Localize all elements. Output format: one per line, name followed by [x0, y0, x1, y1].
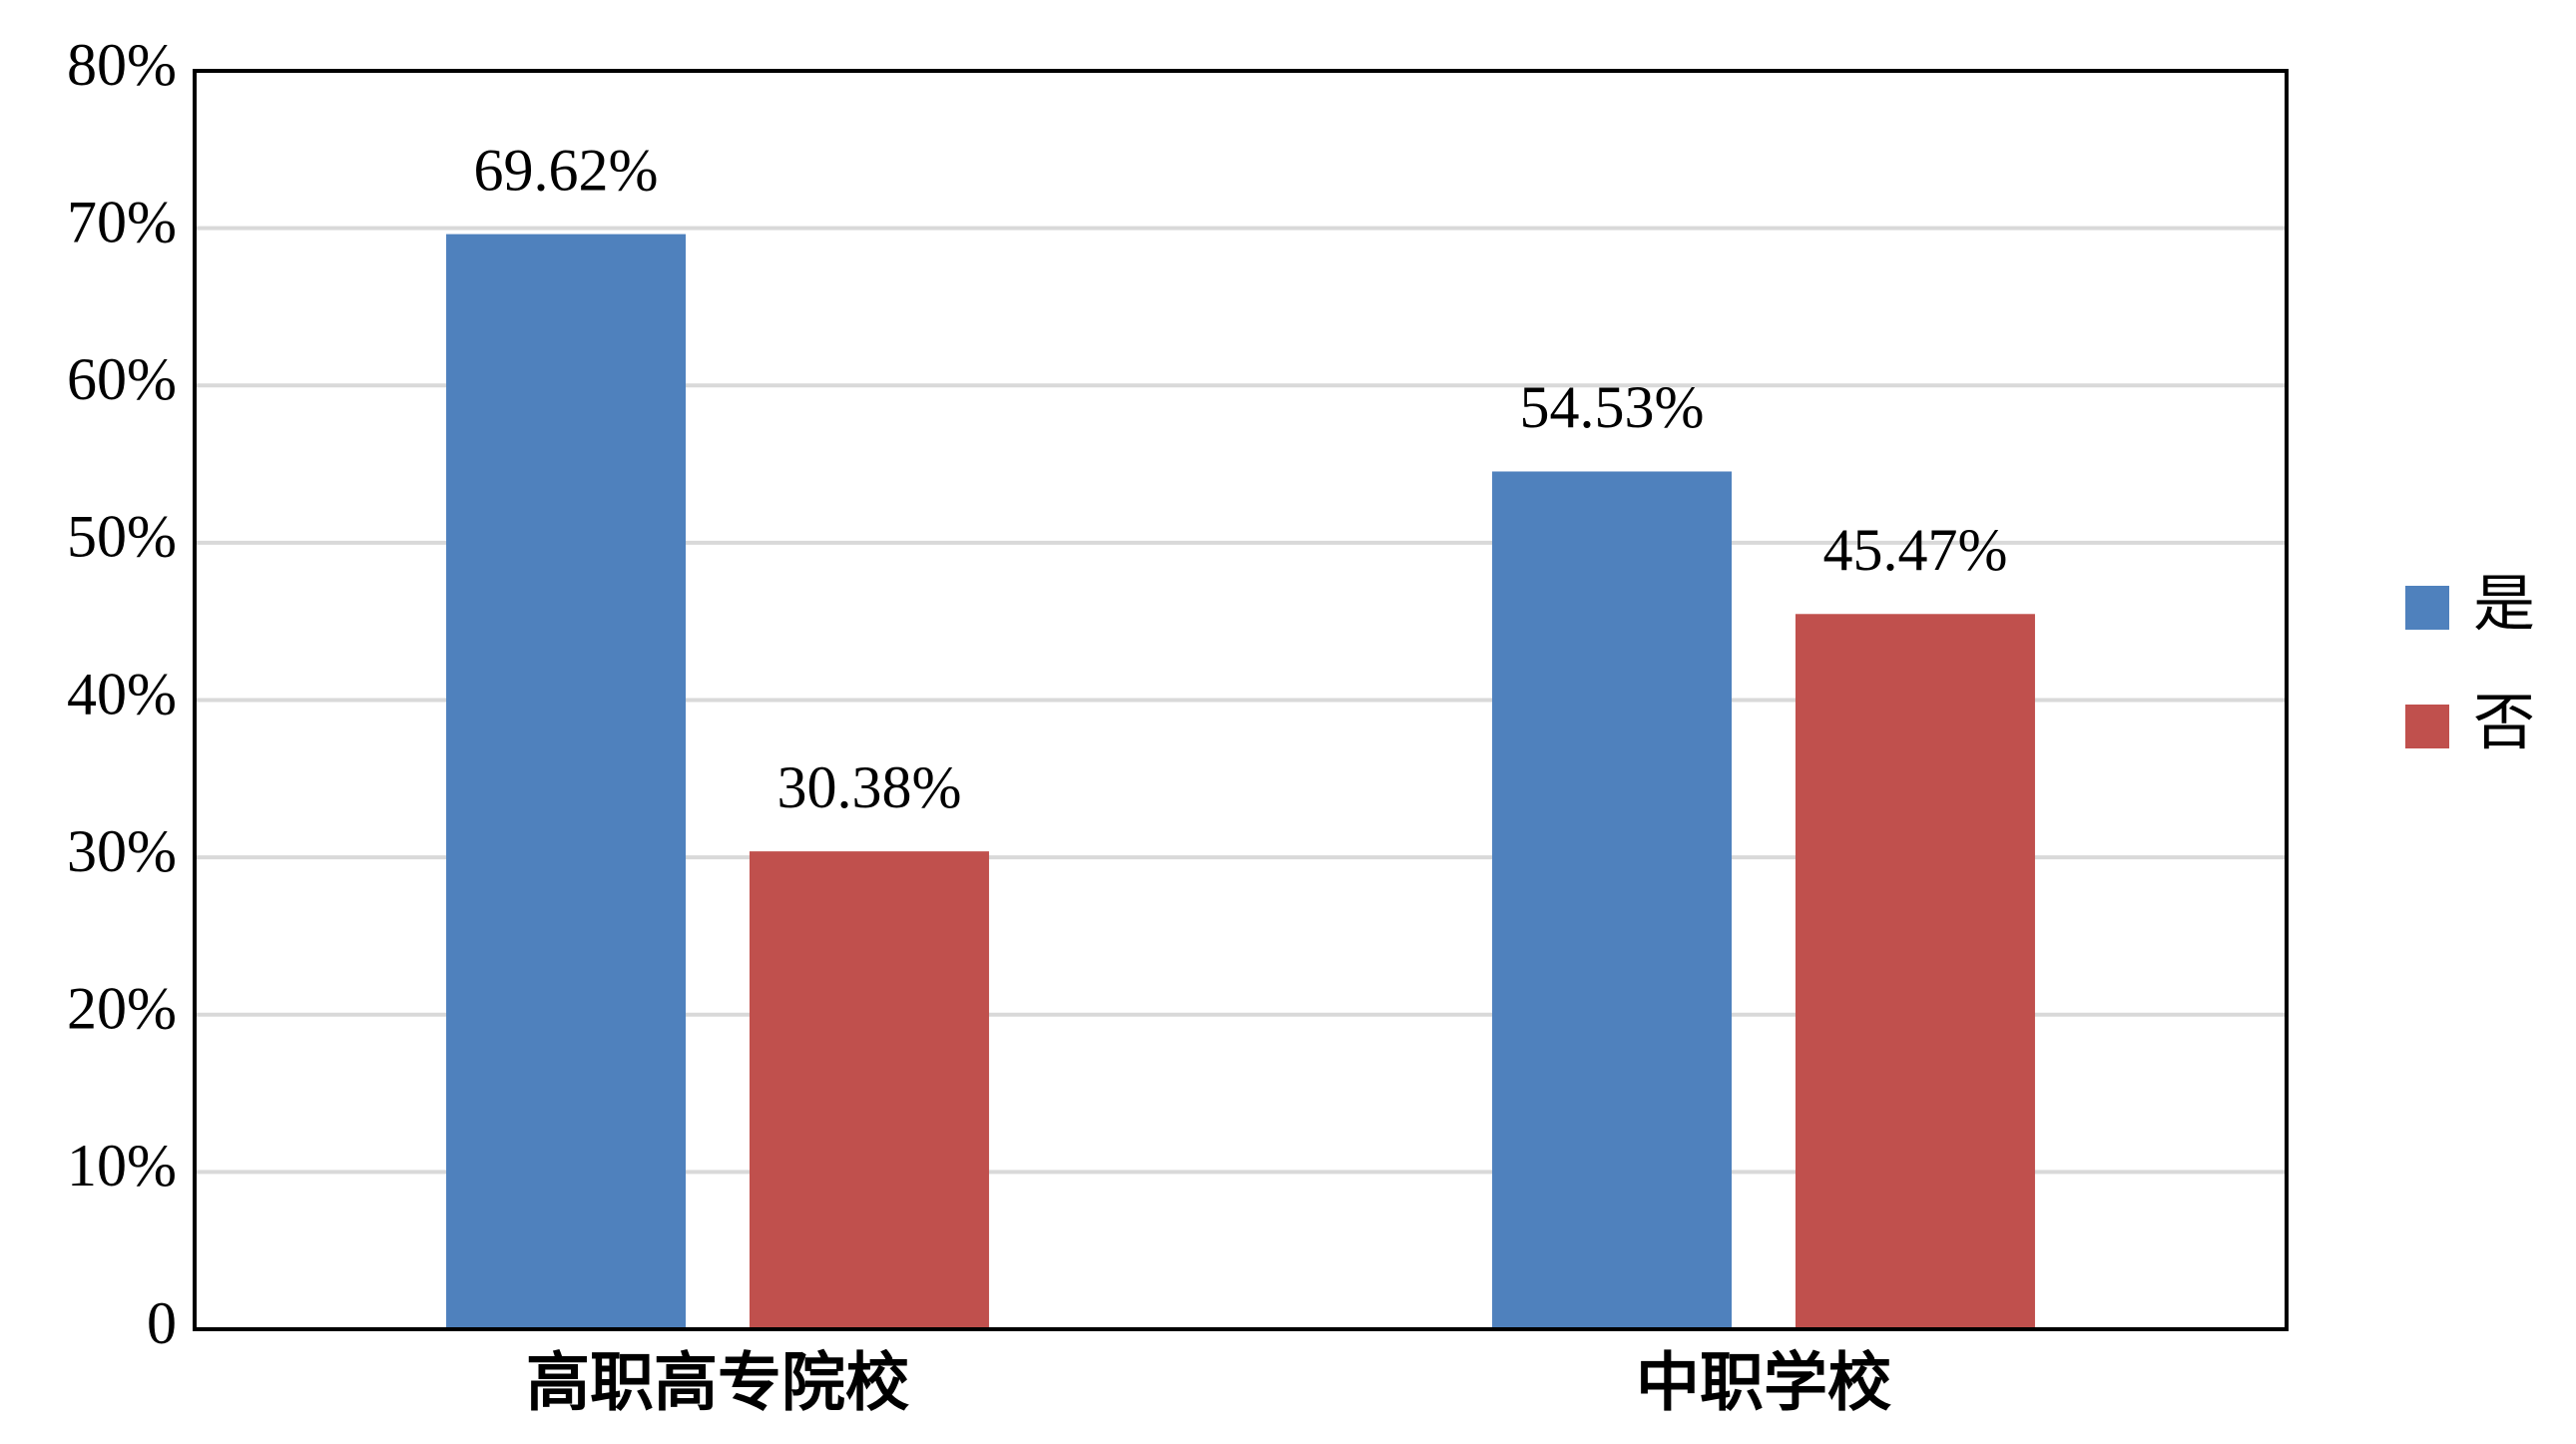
bar — [1492, 471, 1733, 1329]
y-tick-label: 60% — [67, 346, 177, 412]
y-tick-label: 0 — [147, 1290, 177, 1356]
legend-label: 否 — [2473, 686, 2535, 758]
x-tick-label: 高职高专院校 — [526, 1347, 909, 1421]
data-label: 30.38% — [776, 754, 961, 820]
y-tick-label: 40% — [67, 661, 177, 726]
y-tick-label: 70% — [67, 189, 177, 254]
y-tick-label: 30% — [67, 818, 177, 884]
data-label: 54.53% — [1520, 374, 1705, 440]
data-label: 69.62% — [474, 137, 659, 203]
y-tick-label: 50% — [67, 504, 177, 570]
data-label: 45.47% — [1822, 517, 2007, 583]
legend-label: 是 — [2473, 567, 2535, 640]
x-tick-label: 中职学校 — [1636, 1347, 1891, 1421]
y-tick-label: 10% — [67, 1133, 177, 1199]
legend-swatch — [2405, 586, 2449, 630]
y-tick-label: 80% — [67, 32, 177, 98]
bar — [1795, 614, 2035, 1329]
y-tick-label: 20% — [67, 976, 177, 1042]
bar — [446, 234, 687, 1329]
bar — [749, 851, 989, 1329]
legend-swatch — [2405, 705, 2449, 748]
plot-border — [193, 69, 2289, 1331]
